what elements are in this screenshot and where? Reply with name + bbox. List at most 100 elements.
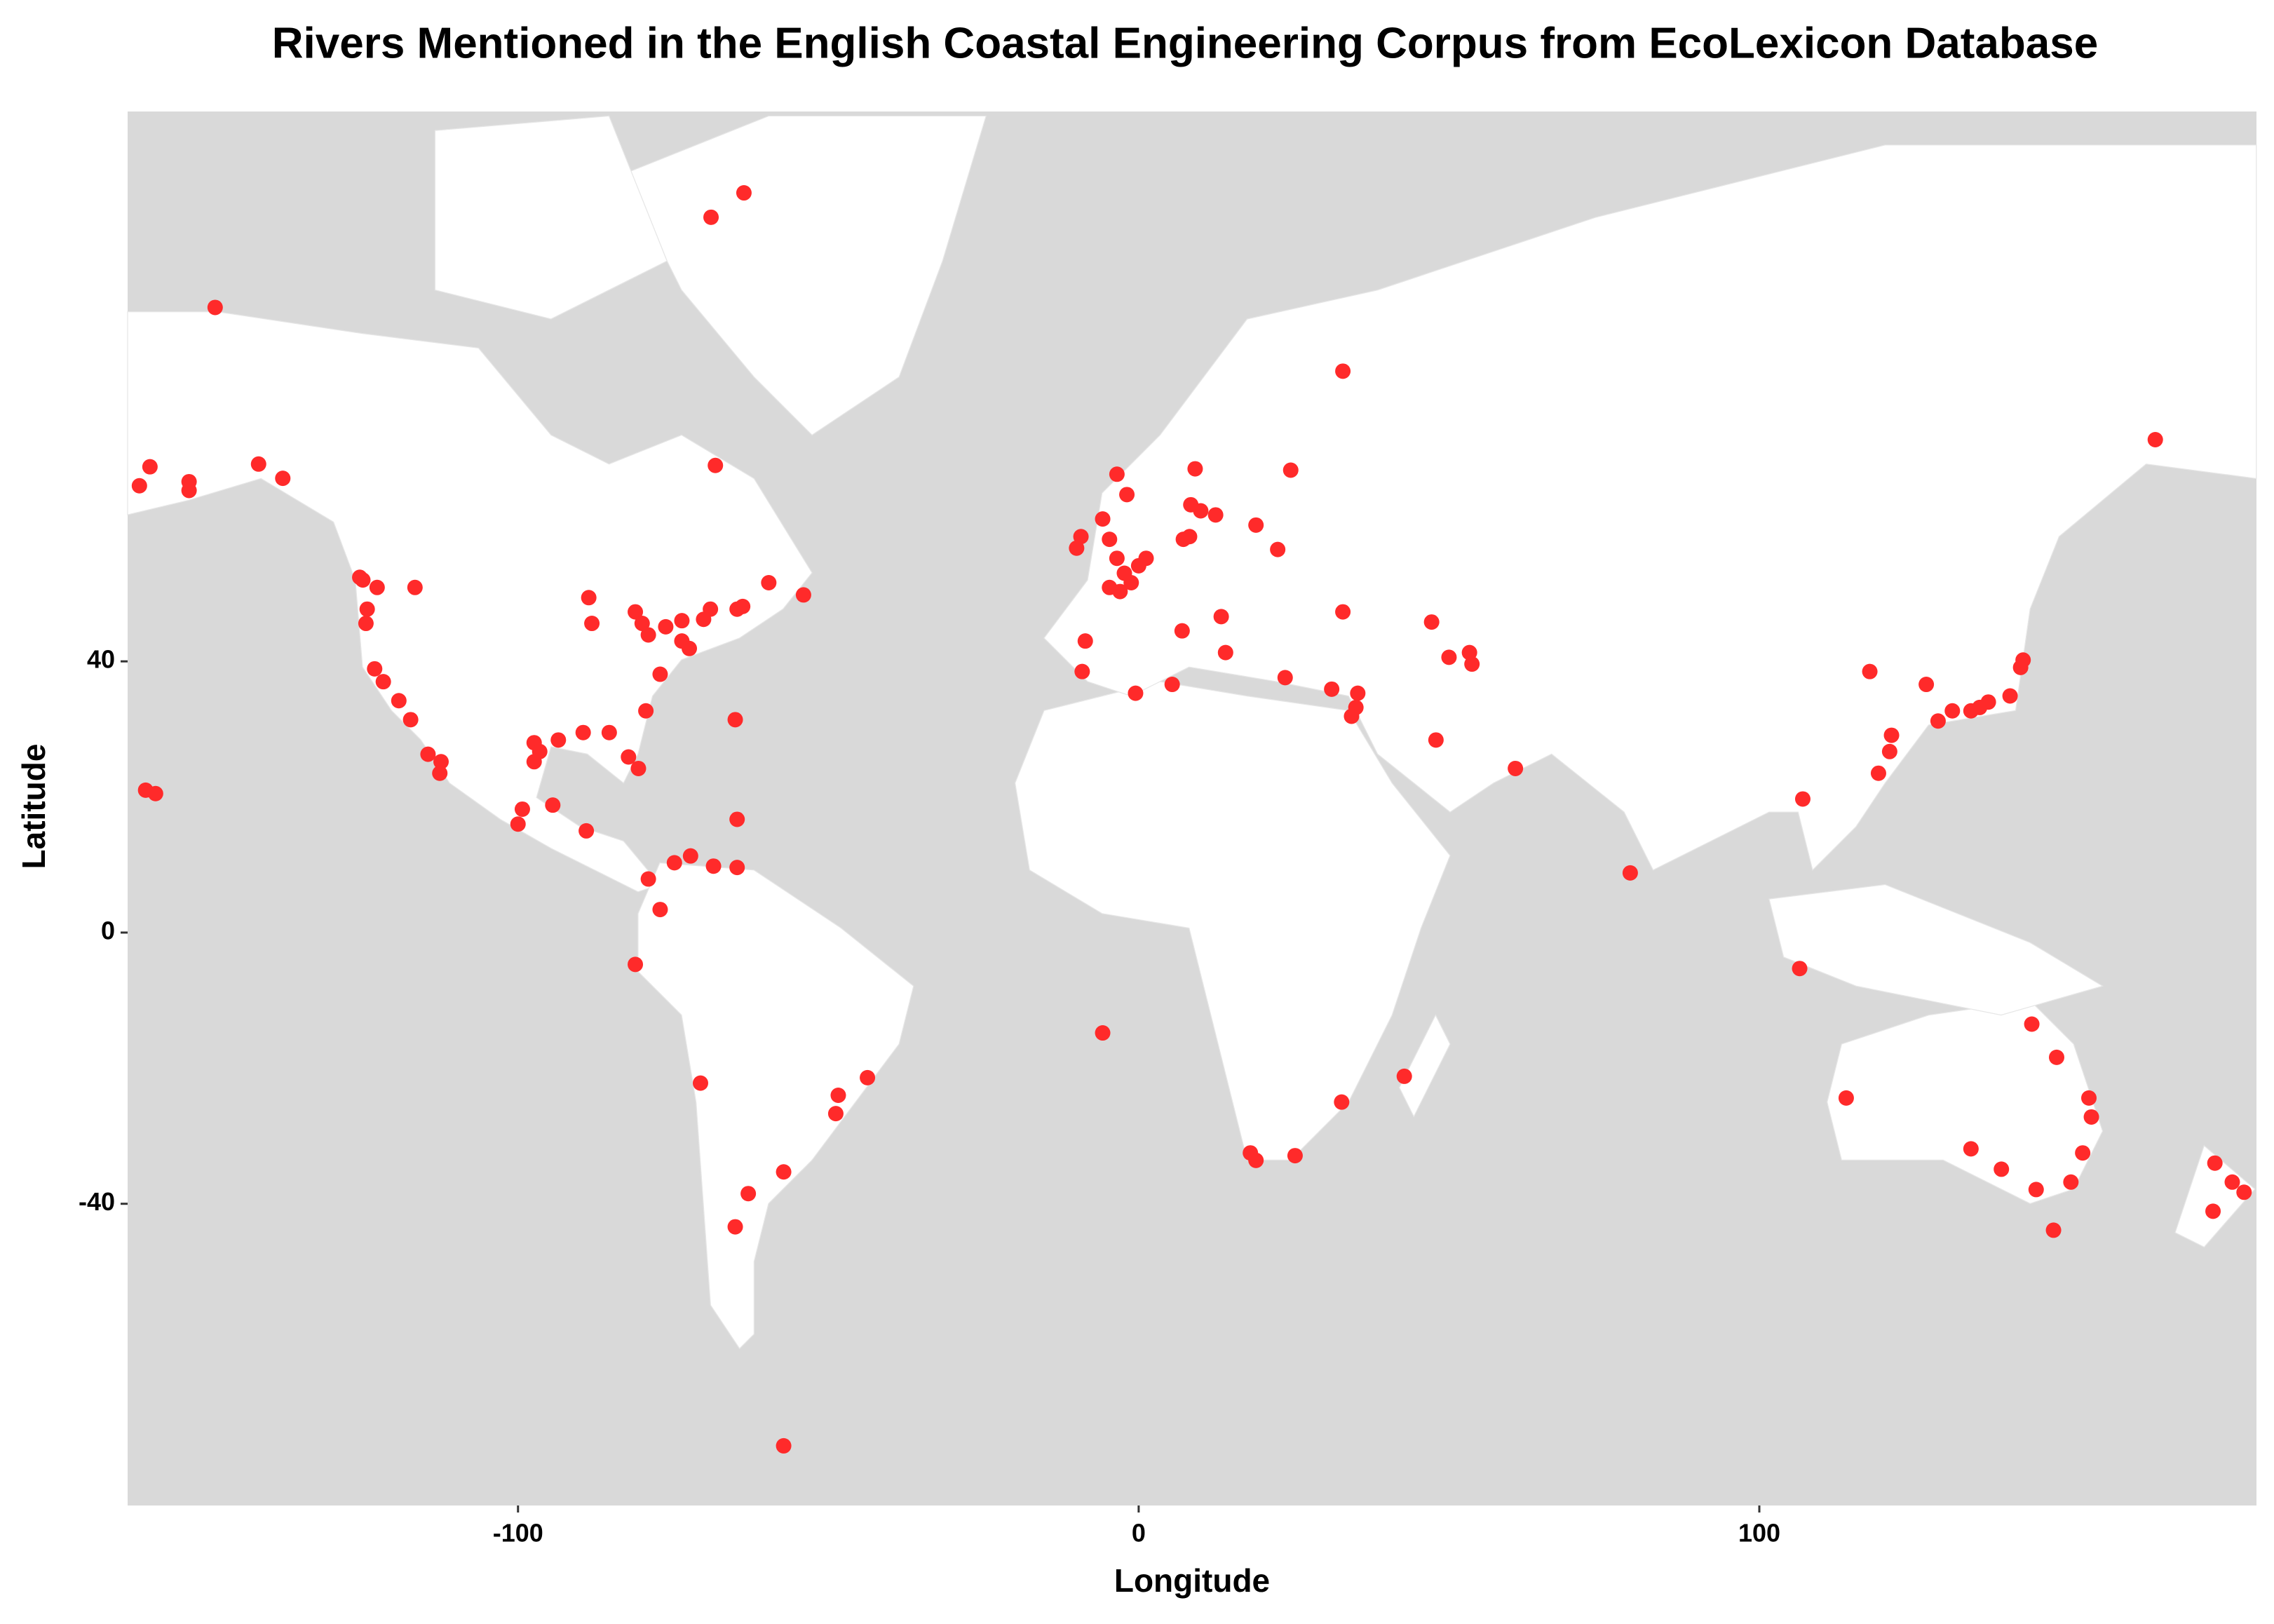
point <box>2015 652 2031 668</box>
point <box>1109 466 1125 482</box>
point <box>708 457 724 473</box>
point <box>1838 1090 1854 1106</box>
point <box>1182 529 1198 545</box>
point <box>181 482 197 499</box>
point <box>510 816 526 832</box>
point <box>420 746 436 762</box>
point <box>1207 507 1224 523</box>
point <box>1508 760 1524 776</box>
point <box>727 712 743 728</box>
point <box>1396 1068 1412 1084</box>
point <box>1077 633 1093 649</box>
point <box>1248 1152 1264 1168</box>
point <box>640 627 656 643</box>
land <box>127 311 813 893</box>
point <box>827 1106 844 1122</box>
point <box>674 613 690 629</box>
point <box>776 1437 792 1454</box>
point <box>703 601 719 617</box>
point <box>2024 1016 2040 1032</box>
point <box>2147 431 2163 447</box>
point <box>1213 609 1229 625</box>
point <box>359 601 375 617</box>
point <box>375 674 391 690</box>
point <box>352 569 368 586</box>
point <box>2063 1174 2079 1190</box>
point <box>207 299 223 316</box>
point <box>2028 1182 2044 1198</box>
land <box>2174 1144 2256 1248</box>
point <box>860 1069 876 1085</box>
point <box>1138 550 1154 567</box>
point <box>391 693 407 709</box>
point <box>1174 623 1190 639</box>
point <box>703 209 719 225</box>
point <box>761 575 777 591</box>
point <box>2224 1174 2240 1190</box>
point <box>1277 670 1293 686</box>
point <box>1335 604 1351 620</box>
map-land <box>127 115 2257 1350</box>
point <box>1423 614 1440 630</box>
point <box>2081 1090 2097 1106</box>
point <box>1963 1141 1979 1157</box>
point <box>2002 688 2018 704</box>
point <box>369 579 385 595</box>
point <box>1870 765 1886 781</box>
point <box>367 661 383 677</box>
land <box>637 862 914 1350</box>
point <box>1972 699 1988 715</box>
point <box>1074 663 1090 679</box>
x-tick-label: 100 <box>1738 1519 1780 1548</box>
x-tick-label: -100 <box>493 1519 543 1548</box>
y-tick-label: -40 <box>79 1187 115 1216</box>
point <box>1123 575 1139 591</box>
point <box>729 860 745 876</box>
point <box>358 616 374 632</box>
y-tick-label: 0 <box>101 916 115 945</box>
x-axis-title: Longitude <box>1114 1562 1270 1599</box>
point <box>682 640 698 656</box>
point <box>250 456 266 472</box>
point <box>1881 743 1897 759</box>
point <box>628 956 644 973</box>
point <box>1441 649 1457 665</box>
point <box>1335 363 1351 379</box>
point <box>584 616 600 632</box>
point <box>407 579 423 595</box>
land <box>1398 1014 1451 1118</box>
point <box>1428 732 1444 748</box>
y-tick-label: 40 <box>87 645 115 674</box>
point <box>1109 550 1125 567</box>
point <box>1102 532 1118 548</box>
point <box>147 785 163 801</box>
point <box>581 590 597 606</box>
point <box>142 459 158 475</box>
point <box>1119 487 1135 503</box>
point <box>1287 1148 1303 1164</box>
point <box>628 604 644 620</box>
point <box>652 902 668 918</box>
point <box>1248 517 1264 533</box>
point <box>740 1186 757 1202</box>
land <box>623 115 987 436</box>
point <box>545 797 561 813</box>
point <box>638 703 654 719</box>
point <box>1069 540 1085 556</box>
point <box>550 732 567 748</box>
point <box>621 749 637 765</box>
point <box>2236 1184 2252 1200</box>
point <box>1883 727 1900 743</box>
point <box>1344 708 1360 724</box>
point <box>532 743 548 759</box>
point <box>2048 1049 2064 1065</box>
point <box>776 1164 792 1180</box>
point <box>1095 1025 1111 1041</box>
point <box>640 871 656 887</box>
point <box>1622 865 1638 881</box>
point <box>433 754 449 770</box>
point <box>432 765 448 781</box>
x-tick-label: 0 <box>1132 1519 1146 1548</box>
y-axis-title: Latitude <box>15 744 52 869</box>
